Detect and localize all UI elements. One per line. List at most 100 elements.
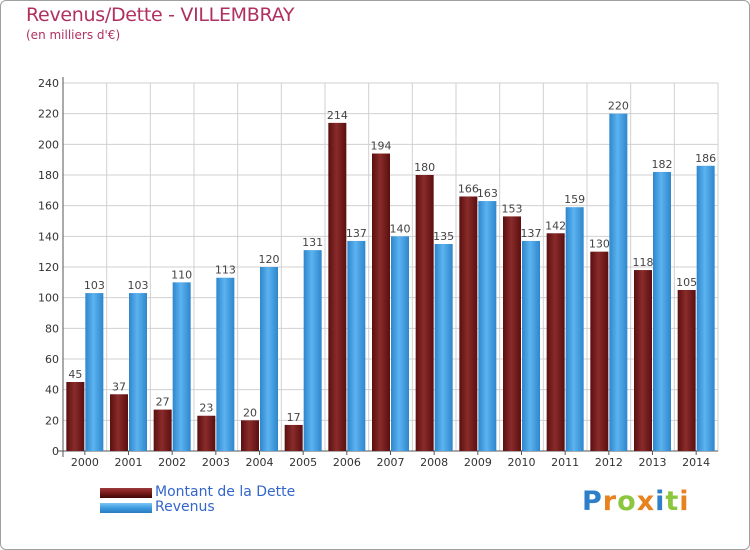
bar-revenus	[347, 240, 366, 451]
y-tick-label: 180	[38, 169, 59, 182]
x-tick-label: 2000	[71, 456, 99, 469]
bar-revenus	[303, 250, 322, 451]
logo-letter: i	[679, 486, 690, 517]
bar-dette	[372, 153, 390, 452]
bar-dette	[459, 196, 478, 451]
bar-revenus	[565, 207, 584, 451]
bar-revenus	[653, 171, 671, 451]
data-label-revenus: 135	[433, 230, 454, 243]
y-tick-label: 140	[38, 230, 59, 243]
x-tick-label: 2010	[508, 456, 536, 469]
chart-title: Revenus/Dette - VILLEMBRAY	[26, 4, 295, 26]
data-label-dette: 153	[502, 202, 523, 215]
data-label-revenus: 131	[302, 236, 323, 249]
y-tick-label: 220	[38, 108, 59, 121]
y-tick-label: 80	[45, 322, 59, 335]
data-label-revenus: 163	[477, 187, 498, 200]
data-label-dette: 142	[545, 219, 566, 232]
data-label-revenus: 110	[171, 268, 192, 281]
data-label-dette: 20	[243, 406, 257, 419]
logo-letter: i	[655, 486, 666, 517]
bar-revenus	[85, 293, 104, 451]
x-tick-label: 2006	[333, 456, 361, 469]
data-label-dette: 105	[676, 276, 697, 289]
bar-revenus	[696, 165, 715, 452]
bar-dette	[197, 415, 216, 451]
data-label-dette: 45	[68, 368, 82, 381]
bar-dette	[634, 270, 652, 451]
x-tick-label: 2012	[595, 456, 623, 469]
bar-dette	[153, 409, 172, 451]
bar-revenus	[434, 244, 453, 451]
logo-letter: o	[617, 486, 637, 517]
x-tick-label: 2001	[115, 456, 143, 469]
data-label-dette: 37	[112, 380, 126, 393]
bar-revenus	[172, 282, 191, 451]
bar-dette	[328, 122, 347, 451]
data-label-revenus: 182	[652, 158, 673, 171]
x-tick-label: 2013	[639, 456, 667, 469]
data-label-dette: 214	[327, 109, 348, 122]
data-label-dette: 180	[414, 161, 435, 174]
bar-dette	[415, 175, 434, 451]
bar-dette	[110, 394, 128, 451]
logo-letter: r	[602, 486, 618, 517]
bar-dette	[590, 251, 609, 451]
legend-label-dette: Montant de la Dette	[155, 484, 296, 500]
proxiti-logo: Proxiti	[582, 486, 690, 517]
data-label-dette: 166	[458, 182, 479, 195]
x-tick-label: 2005	[289, 456, 317, 469]
logo-letter: x	[636, 486, 656, 517]
data-label-revenus: 103	[128, 279, 149, 292]
y-tick-label: 120	[38, 261, 59, 274]
bar-revenus	[216, 277, 235, 451]
y-tick-label: 0	[52, 445, 59, 458]
data-label-revenus: 186	[695, 152, 716, 165]
x-tick-label: 2007	[377, 456, 405, 469]
data-label-revenus: 159	[564, 193, 585, 206]
bar-dette	[241, 420, 259, 451]
bar-revenus	[522, 240, 540, 451]
legend-swatch-revenus	[100, 503, 152, 513]
legend-label-revenus: Revenus	[155, 499, 215, 515]
bar-dette	[546, 233, 565, 451]
data-label-dette: 194	[371, 140, 392, 153]
x-tick-label: 2002	[158, 456, 186, 469]
bar-dette	[66, 382, 85, 451]
bar-revenus	[129, 293, 147, 451]
data-label-dette: 23	[199, 402, 213, 415]
y-tick-label: 100	[38, 292, 59, 305]
data-label-dette: 17	[287, 411, 301, 424]
bar-dette	[677, 290, 696, 451]
x-tick-label: 2008	[420, 456, 448, 469]
bar-dette	[503, 216, 521, 451]
data-label-revenus: 140	[390, 222, 411, 235]
y-tick-label: 200	[38, 138, 59, 151]
y-tick-label: 60	[45, 353, 59, 366]
x-tick-label: 2014	[682, 456, 710, 469]
data-label-revenus: 137	[346, 227, 367, 240]
data-label-revenus: 137	[521, 227, 542, 240]
x-tick-label: 2003	[202, 456, 230, 469]
data-label-revenus: 113	[215, 264, 236, 277]
y-tick-label: 40	[45, 384, 59, 397]
bar-dette	[284, 424, 303, 451]
chart-subtitle: (en milliers d'€)	[26, 28, 121, 42]
data-label-revenus: 103	[84, 279, 105, 292]
bar-revenus	[260, 267, 278, 451]
data-label-dette: 118	[633, 256, 654, 269]
bar-revenus	[609, 113, 628, 452]
x-tick-label: 2011	[551, 456, 579, 469]
logo-letter: P	[582, 486, 603, 517]
y-tick-label: 20	[45, 414, 59, 427]
data-label-dette: 27	[156, 396, 170, 409]
data-label-revenus: 120	[259, 253, 280, 266]
bar-revenus	[391, 236, 409, 451]
data-label-dette: 130	[589, 238, 610, 251]
data-label-revenus: 220	[608, 100, 629, 113]
bar-revenus	[478, 201, 497, 451]
x-tick-label: 2009	[464, 456, 492, 469]
y-tick-label: 160	[38, 200, 59, 213]
y-tick-label: 240	[38, 77, 59, 90]
